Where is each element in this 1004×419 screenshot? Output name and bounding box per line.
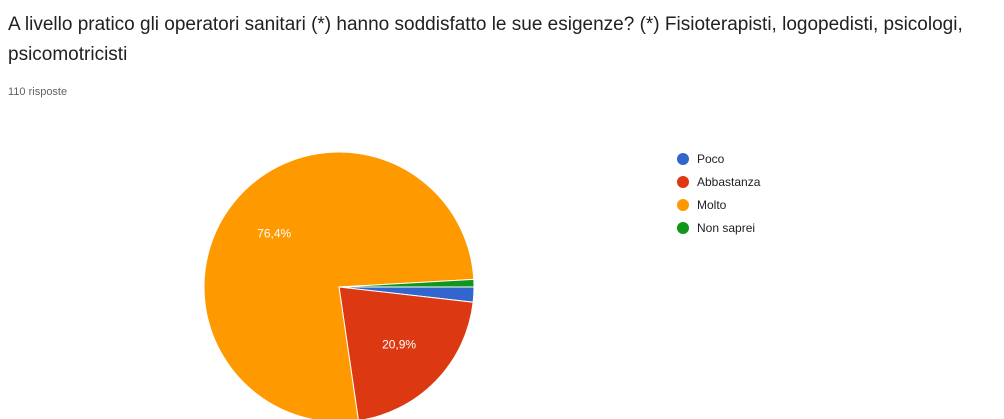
legend-swatch-molto <box>677 199 689 211</box>
legend-label: Poco <box>697 152 725 166</box>
legend-swatch-poco <box>677 153 689 165</box>
pie-slice-abbastanza[interactable] <box>338 286 474 419</box>
legend-label: Molto <box>697 198 727 212</box>
legend-swatch-abbastanza <box>677 176 689 188</box>
pie-slice-label-molto: 76,4% <box>257 226 291 240</box>
pie-slices <box>203 151 475 419</box>
legend-item-poco[interactable]: Poco <box>677 149 760 169</box>
legend-swatch-non-saprei <box>677 222 689 234</box>
question-title: A livello pratico gli operatori sanitari… <box>8 14 963 65</box>
pie-slice-label-abbastanza: 20,9% <box>382 337 416 351</box>
legend-label: Abbastanza <box>697 175 761 189</box>
pie-slice-labels: 20,9% 76,4% <box>257 226 416 351</box>
legend-item-abbastanza[interactable]: Abbastanza <box>677 172 760 192</box>
pie-slice-molto[interactable] <box>203 151 475 419</box>
legend-item-molto[interactable]: Molto <box>677 195 760 215</box>
response-count: 110 risposte <box>8 86 68 98</box>
legend-label: Non saprei <box>697 221 756 235</box>
pie-slice-non-saprei[interactable] <box>338 278 475 288</box>
legend-item-non-saprei[interactable]: Non saprei <box>677 218 760 238</box>
chart-legend: Poco Abbastanza Molto Non saprei <box>677 149 760 241</box>
